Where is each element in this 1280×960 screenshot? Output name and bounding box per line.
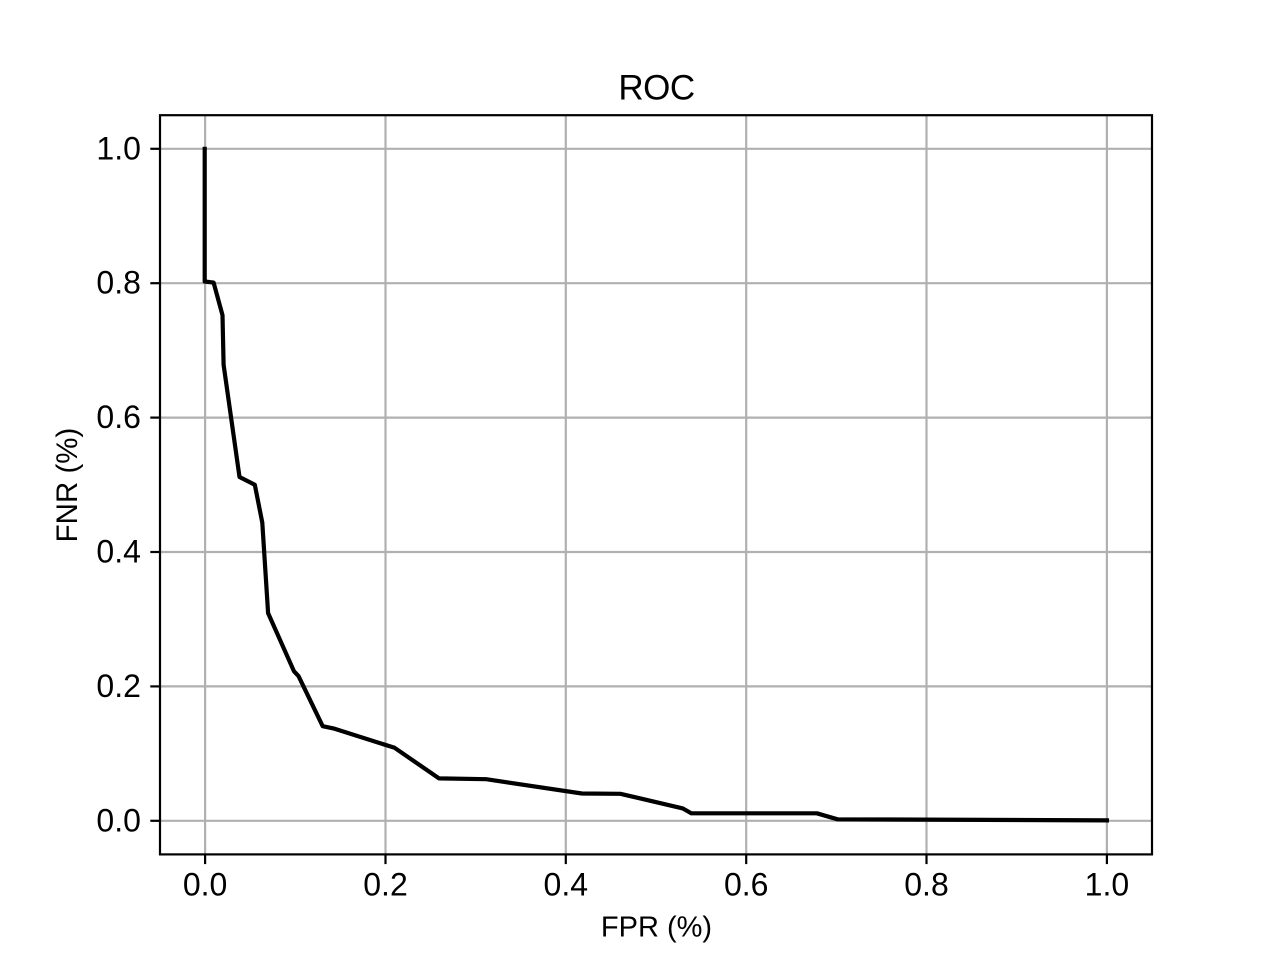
svg-text:0.8: 0.8 <box>904 867 948 903</box>
svg-text:FNR (%): FNR (%) <box>51 428 84 543</box>
svg-text:0.0: 0.0 <box>183 867 227 903</box>
svg-text:ROC: ROC <box>618 68 694 107</box>
svg-text:0.4: 0.4 <box>544 867 588 903</box>
svg-text:0.6: 0.6 <box>96 399 140 435</box>
svg-text:0.2: 0.2 <box>96 668 140 704</box>
svg-text:0.0: 0.0 <box>96 802 140 838</box>
svg-text:1.0: 1.0 <box>1085 867 1129 903</box>
svg-text:0.6: 0.6 <box>724 867 768 903</box>
svg-text:0.8: 0.8 <box>96 265 140 301</box>
svg-text:1.0: 1.0 <box>96 130 140 166</box>
svg-text:0.4: 0.4 <box>96 534 140 570</box>
svg-text:0.2: 0.2 <box>363 867 407 903</box>
svg-text:FPR (%): FPR (%) <box>601 912 712 944</box>
